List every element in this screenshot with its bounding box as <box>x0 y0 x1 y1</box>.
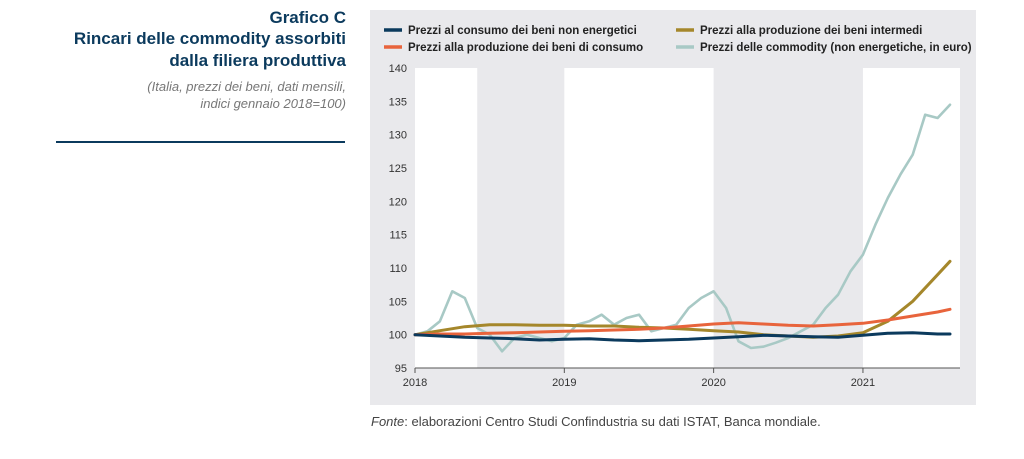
shaded-period-2 <box>713 68 863 368</box>
x-tick-label: 2021 <box>851 377 875 389</box>
y-tick-label: 125 <box>389 163 407 175</box>
x-tick-label: 2019 <box>552 377 576 389</box>
source-label: Fonte <box>371 414 405 429</box>
series-line-2 <box>413 307 952 337</box>
chart-title-line1: Rincari delle commodity assorbiti <box>73 29 346 48</box>
x-tick-label: 2020 <box>701 377 725 389</box>
chart-subtitle-line2: indici gennaio 2018=100) <box>200 96 346 111</box>
heading-divider <box>56 141 345 143</box>
series-line-1 <box>413 331 952 343</box>
chart-heading: Grafico C Rincari delle commodity assorb… <box>56 8 346 112</box>
figure-label: Grafico C <box>269 8 346 27</box>
series-line-4 <box>413 103 952 353</box>
source-text: : elaborazioni Centro Studi Confindustri… <box>404 414 821 429</box>
x-tick-label: 2018 <box>403 377 427 389</box>
shaded-period-1 <box>477 68 565 368</box>
source-note: Fonte: elaborazioni Centro Studi Confind… <box>371 414 821 429</box>
legend-label: Prezzi alla produzione dei beni di consu… <box>408 42 643 54</box>
chart-title-line2: dalla filiera produttiva <box>169 51 346 70</box>
y-tick-label: 105 <box>389 296 407 308</box>
y-tick-label: 100 <box>389 330 407 342</box>
chart-subtitle-line1: (Italia, prezzi dei beni, dati mensili, <box>147 79 346 94</box>
line-chart: 95 100 105 110 115 120 125 130 135 140 2018 2019 202… <box>384 25 972 389</box>
y-tick-label: 95 <box>395 363 407 375</box>
legend-label: Prezzi alla produzione dei beni intermed… <box>700 25 922 37</box>
y-tick-label: 120 <box>389 196 407 208</box>
y-tick-label: 110 <box>389 263 407 275</box>
y-tick-label: 140 <box>389 63 407 75</box>
y-tick-label: 135 <box>389 96 407 108</box>
y-tick-label: 130 <box>389 130 407 142</box>
y-tick-label: 115 <box>389 230 407 242</box>
legend-label: Prezzi al consumo dei beni non energetic… <box>408 25 637 37</box>
series-line-3 <box>413 259 952 339</box>
legend-label: Prezzi delle commodity (non energetiche,… <box>700 42 972 54</box>
